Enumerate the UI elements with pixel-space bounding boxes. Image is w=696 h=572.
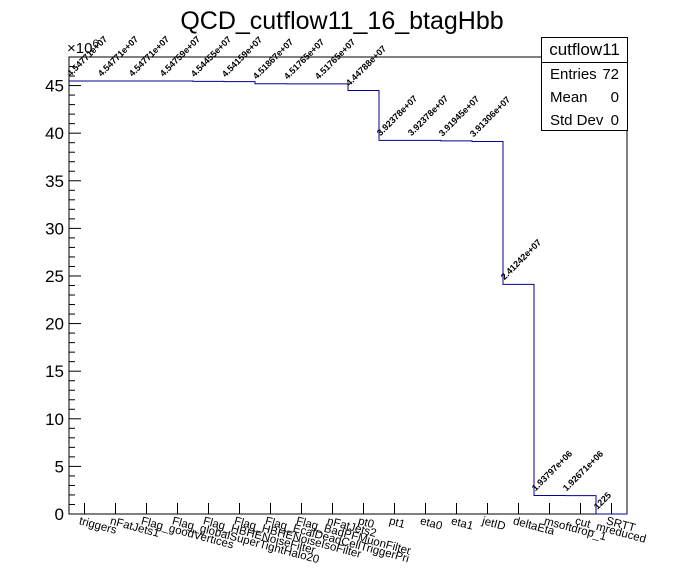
histogram-line (69, 80, 628, 515)
y-tick-label: 40 (45, 124, 64, 143)
x-tick-label: eta1 (450, 515, 475, 532)
y-tick-label: 5 (55, 457, 64, 476)
stats-stddev-key: Std Dev (550, 112, 604, 129)
y-tick-label: 25 (45, 267, 64, 286)
histogram-series (69, 80, 628, 515)
x-axis: triggersnFatJets1Flag_goodVerticesFlag_g… (78, 503, 647, 566)
y-tick-label: 20 (45, 315, 64, 334)
value-label: 2.41242e+07 (499, 237, 543, 281)
value-label: 1225 (592, 490, 613, 511)
value-labels: 4.54771e+074.54771e+074.54771e+074.54759… (65, 34, 613, 511)
y-tick-label: 35 (45, 172, 64, 191)
y-tick-label: 0 (55, 505, 64, 524)
stats-title: cutflow11 (542, 38, 627, 63)
y-exponent-power: 6 (92, 38, 98, 50)
y-tick-label: 10 (45, 410, 64, 429)
y-exponent-label: ×106 (67, 38, 99, 57)
x-tick-label: pt1 (388, 515, 407, 531)
stats-entries-value: 72 (602, 66, 619, 83)
stats-mean-value: 0 (610, 89, 619, 106)
y-tick-label: 45 (45, 77, 64, 96)
y-tick-label: 15 (45, 362, 64, 381)
y-exponent-base: ×10 (67, 40, 92, 57)
stats-mean-key: Mean (550, 89, 588, 106)
stats-box: cutflow11 Entries 72 Mean 0 Std Dev 0 (541, 37, 628, 131)
stats-entries-key: Entries (550, 66, 597, 83)
x-tick-label: eta0 (419, 515, 444, 532)
y-axis: 0 5 10 15 20 25 30 35 40 45 (45, 56, 81, 524)
stats-row-stddev: Std Dev 0 (542, 109, 627, 132)
stats-stddev-value: 0 (610, 112, 619, 129)
x-tick-label: jetID (480, 515, 507, 533)
stats-row-entries: Entries 72 (542, 63, 627, 86)
y-tick-label: 30 (45, 219, 64, 238)
chart-title: QCD_cutflow11_16_btagHbb (180, 7, 503, 35)
stats-row-mean: Mean 0 (542, 86, 627, 109)
x-tick-label: pt0 (357, 515, 376, 531)
